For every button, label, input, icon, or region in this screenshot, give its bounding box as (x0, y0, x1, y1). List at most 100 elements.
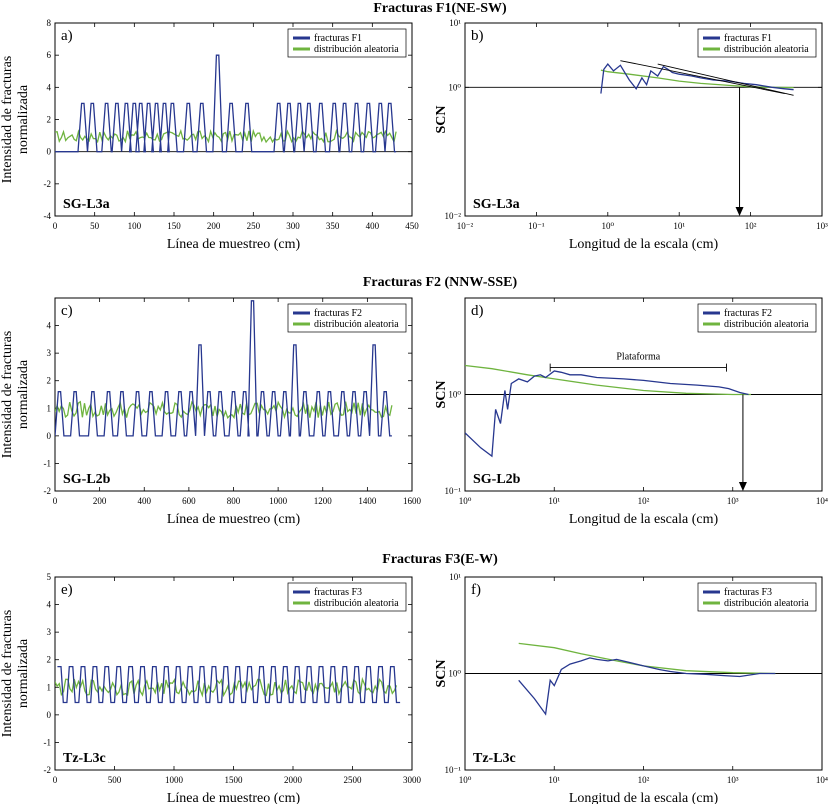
legend-label-random: distribución aleatoria (724, 598, 809, 609)
y-tick-label: -2 (44, 765, 52, 775)
x-tick-label: 10³ (816, 221, 828, 231)
fractures-line (55, 300, 392, 437)
x-axis-label: Línea de muestreo (cm) (167, 237, 301, 252)
data-layer (465, 642, 822, 716)
x-tick-label: 400 (366, 221, 380, 231)
y-tick-label: 1 (47, 403, 52, 413)
panel-letter: d) (471, 303, 484, 319)
chart-panels: 0 50 100 150 200 250 300 350 400 450-4-202468Líne… (0, 18, 828, 804)
y-axis-label-line2: normalizada (16, 84, 31, 154)
x-axis-label: Línea de muestreo (cm) (167, 512, 301, 527)
data-layer (55, 665, 401, 704)
y-axis-label-line2: normalizada (16, 359, 31, 429)
legend-label-random: distribución aleatoria (724, 44, 809, 55)
y-tick-label: 5 (47, 572, 52, 582)
x-tick-label: 10² (745, 221, 757, 231)
site-label: SG-L3a (63, 197, 110, 212)
x-tick-label: 2000 (284, 775, 303, 785)
y-tick-label: 3 (47, 348, 52, 358)
x-tick-label: 0 (53, 775, 58, 785)
x-tick-label: 500 (108, 775, 122, 785)
y-tick-label: 2 (47, 376, 52, 386)
x-tick-label: 1500 (225, 775, 244, 785)
x-tick-label: 600 (182, 496, 196, 506)
fractures-line (600, 63, 794, 94)
x-axis-label: Longitud de la escala (cm) (569, 512, 719, 527)
x-tick-label: 2500 (344, 775, 363, 785)
legend-box (697, 28, 817, 58)
x-tick-label: 100 (128, 221, 142, 231)
panel-letter: e) (61, 582, 73, 598)
arrow-head (738, 482, 747, 491)
legend-label-fractures: fracturas F2 (724, 308, 772, 319)
data-layer (465, 60, 822, 96)
x-axis-label: Longitud de la escala (cm) (569, 237, 719, 252)
y-tick-label: 4 (47, 600, 52, 610)
legend-box (287, 582, 407, 612)
legend-label-random: distribución aleatoria (314, 598, 399, 609)
x-tick-label: 10³ (727, 496, 739, 506)
x-tick-label: 0 (53, 221, 58, 231)
x-tick-label: 3000 (403, 775, 422, 785)
x-tick-label: 800 (227, 496, 241, 506)
y-axis-label-line2: normalizada (16, 638, 31, 708)
panel-letter: c) (61, 303, 73, 319)
panel-e: 0 500 1000 1500 2000 2500 3000 -2 -1 0 1 2 3 4 5 Línea … (0, 572, 422, 804)
y-axis-label: SCN (434, 659, 449, 687)
legend-label-fractures: fracturas F3 (314, 587, 362, 598)
row-title-f2: Fracturas F2 (NNW-SSE) (363, 275, 518, 290)
x-tick-label: 300 (286, 221, 300, 231)
y-tick-label: -2 (44, 179, 52, 189)
y-tick-label: 0 (47, 710, 52, 720)
site-label: SG-L2b (63, 472, 111, 487)
x-tick-label: 200 (207, 221, 221, 231)
x-tick-label: 10¹ (673, 221, 685, 231)
y-tick-label: 4 (47, 82, 52, 92)
legend-box (697, 582, 817, 612)
x-tick-label: 1600 (403, 496, 422, 506)
fit-line (657, 63, 794, 96)
y-tick-label: -4 (44, 211, 52, 221)
x-axis-label: Longitud de la escala (cm) (569, 791, 719, 804)
legend-box (287, 303, 407, 333)
legend-box (697, 303, 817, 333)
fit-line (620, 60, 785, 95)
y-tick-label: 10¹ (449, 572, 461, 582)
x-tick-label: 50 (90, 221, 100, 231)
x-tick-label: 10¹ (548, 496, 560, 506)
x-tick-label: 10¹ (548, 775, 560, 785)
legend-label-random: distribución aleatoria (314, 319, 399, 330)
x-tick-label: 1200 (314, 496, 333, 506)
y-tick-label: 0 (47, 147, 52, 157)
x-tick-label: 0 (53, 496, 58, 506)
site-label: Tz-L3c (473, 751, 516, 766)
random-distribution-line (55, 128, 397, 144)
fractures-line (57, 665, 401, 704)
fractures-line (465, 370, 749, 458)
panel-letter: a) (61, 28, 73, 44)
legend-box (287, 28, 407, 58)
x-tick-label: 10⁰ (459, 775, 472, 785)
plateau-label: Plataforma (616, 352, 660, 363)
site-label: SG-L3a (473, 197, 520, 212)
legend-label-random: distribución aleatoria (724, 319, 809, 330)
arrow-head (735, 207, 744, 216)
y-tick-label: 0 (47, 431, 52, 441)
panel-c: 0 200 400 600 800 1000 1200 1400 1600 -2 -1 0 1 2 3 4 Lí… (0, 297, 422, 527)
x-tick-label: 10² (638, 775, 650, 785)
x-tick-label: 10⁴ (816, 775, 828, 785)
y-axis-label: SCN (434, 105, 449, 133)
y-axis-label: Intensidad de fracturas (0, 56, 15, 184)
x-tick-label: 10³ (727, 775, 739, 785)
legend-label-fractures: fracturas F3 (724, 587, 772, 598)
legend-label-random: distribución aleatoria (314, 44, 399, 55)
y-tick-label: -2 (44, 486, 52, 496)
legend-label-fractures: fracturas F1 (314, 33, 362, 44)
